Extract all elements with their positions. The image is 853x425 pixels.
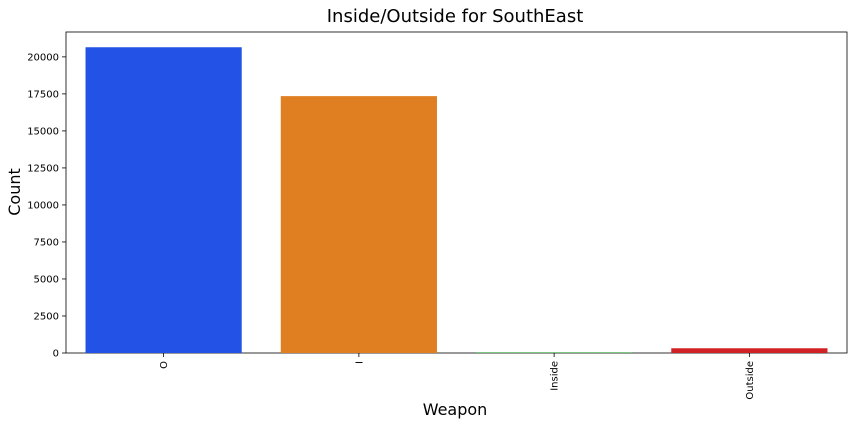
bar-group — [85, 47, 828, 354]
x-axis-title: Weapon — [423, 400, 488, 419]
y-tick-label: 20000 — [27, 52, 59, 63]
y-tick-label: 17500 — [27, 89, 59, 100]
bar-outside — [671, 348, 828, 353]
x-tick-label: I — [354, 361, 365, 364]
y-tick-label: 0 — [53, 349, 59, 360]
y-tick-label: 12500 — [27, 163, 59, 174]
y-tick-label: 7500 — [34, 237, 59, 248]
bar-o — [85, 47, 242, 354]
chart-title: Inside/Outside for SouthEast — [327, 6, 584, 27]
bar-i — [280, 96, 437, 354]
x-axis: O I Inside Outside — [159, 353, 756, 400]
y-tick-label: 15000 — [27, 126, 59, 137]
x-tick-label: Inside — [550, 361, 561, 391]
y-tick-label: 10000 — [27, 200, 59, 211]
y-tick-label: 5000 — [34, 274, 59, 285]
x-tick-label: O — [159, 361, 170, 369]
y-axis-title: Count — [5, 168, 24, 216]
y-tick-label: 2500 — [34, 311, 59, 322]
x-tick-label: Outside — [745, 361, 756, 400]
bar-inside — [476, 352, 633, 353]
y-axis: 0 2500 5000 7500 10000 12500 15000 17500 20000 — [27, 52, 66, 360]
